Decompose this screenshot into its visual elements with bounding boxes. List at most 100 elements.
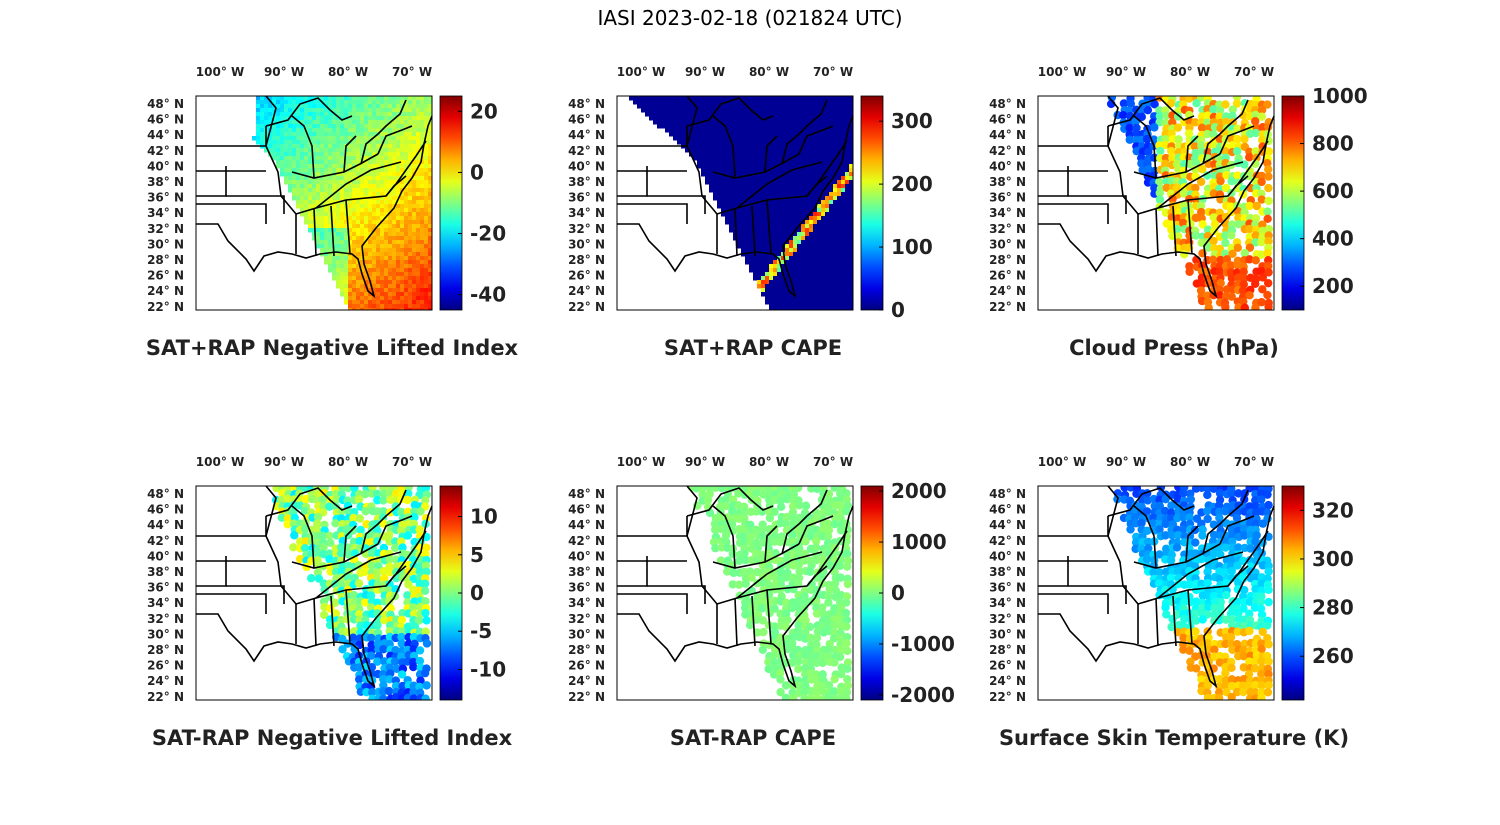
lat-tick-label: 22° N (147, 690, 184, 704)
lat-tick-label: 24° N (147, 284, 184, 298)
map-frame (195, 485, 433, 701)
panel-caption: Cloud Press (hPa) (1069, 336, 1279, 360)
lon-tick-label: 90° W (1106, 65, 1146, 79)
lat-tick-label: 32° N (147, 612, 184, 626)
lat-tick-label: 30° N (147, 237, 184, 251)
lon-tick-label: 70° W (1234, 65, 1274, 79)
map-boundaries (617, 95, 854, 299)
lat-tick-label: 30° N (568, 237, 605, 251)
lon-tick-label: 80° W (749, 65, 789, 79)
colorbar: 320 300 280 260 (1281, 485, 1354, 701)
colorbar-tick-label: 600 (1312, 179, 1354, 203)
lat-tick-label: 22° N (147, 300, 184, 314)
colorbar-tick-label: -10 (470, 657, 506, 681)
map-frame (195, 95, 433, 311)
data-swath (271, 486, 432, 700)
map-frame (1037, 95, 1275, 311)
colorbar-tick-label: 5 (470, 543, 484, 567)
lon-tick-label: 80° W (749, 455, 789, 469)
lat-tick-label: 46° N (147, 503, 184, 517)
lat-tick-label: 30° N (568, 627, 605, 641)
lon-tick-label: 90° W (1106, 455, 1146, 469)
colorbar-tick-label: 300 (891, 109, 933, 133)
lat-tick-label: 26° N (147, 269, 184, 283)
lat-tick-label: 46° N (568, 503, 605, 517)
lat-tick-label: 46° N (568, 113, 605, 127)
lon-tick-label: 70° W (1234, 455, 1274, 469)
lat-tick-label: 48° N (147, 487, 184, 501)
lat-tick-label: 26° N (147, 659, 184, 673)
lat-tick-label: 32° N (147, 222, 184, 236)
lat-tick-label: 26° N (568, 659, 605, 673)
lat-tick-label: 48° N (989, 97, 1026, 111)
lat-tick-label: 38° N (568, 565, 605, 579)
data-swath (1113, 486, 1273, 700)
lat-tick-label: 30° N (989, 627, 1026, 641)
lat-tick-label: 40° N (147, 159, 184, 173)
panel-caption: SAT+RAP CAPE (664, 336, 842, 360)
panel-caption: SAT-RAP Negative Lifted Index (152, 726, 513, 750)
map-panel-sat-rap-minus-nli: 100° W 90° W 80° W 70° W 48° N 46° N44° N 42° … (147, 455, 512, 750)
colorbar-tick-label: 1000 (891, 530, 947, 554)
lat-tick-label: 28° N (989, 643, 1026, 657)
lon-tick-label: 70° W (392, 65, 432, 79)
lat-tick-label: 28° N (568, 253, 605, 267)
map-panel-surface-skin-temp: 100° W 90° W 80° W 70° W 48° N 46° N44° N 42° … (989, 455, 1354, 750)
lat-tick-label: 36° N (568, 191, 605, 205)
lat-tick-label: 28° N (147, 253, 184, 267)
map-panel-cloud-press: 100° W 90° W 80° W 70° W 48° N 46° N44° N 42° … (989, 65, 1368, 360)
lat-tick-label: 28° N (147, 643, 184, 657)
lat-tick-label: 26° N (568, 269, 605, 283)
map-frame (1037, 485, 1275, 701)
lat-tick-label: 26° N (989, 269, 1026, 283)
lat-tick-label: 48° N (147, 97, 184, 111)
lat-tick-label: 42° N (147, 144, 184, 158)
lat-tick-label: 28° N (989, 253, 1026, 267)
lat-tick-label: 42° N (989, 144, 1026, 158)
colorbar-tick-label: -1000 (891, 632, 955, 656)
lat-tick-label: 24° N (989, 674, 1026, 688)
lat-tick-label: 38° N (568, 175, 605, 189)
lat-tick-label: 32° N (989, 612, 1026, 626)
lat-tick-label: 42° N (989, 534, 1026, 548)
data-swath (1106, 96, 1274, 310)
lon-tick-label: 100° W (196, 455, 244, 469)
lat-tick-label: 44° N (568, 518, 605, 532)
lat-tick-label: 22° N (989, 690, 1026, 704)
lat-tick-label: 24° N (989, 284, 1026, 298)
panel-caption: SAT-RAP CAPE (670, 726, 836, 750)
colorbar: 1000 800 600 400 200 (1281, 84, 1368, 311)
lon-tick-label: 100° W (1038, 65, 1086, 79)
lat-tick-label: 34° N (989, 596, 1026, 610)
map-panel-sat-rap-plus-nli: 100° W 90° W 80° W 70° W 48° N 46° N44° N 42° … (146, 65, 519, 360)
map-panel-sat-rap-plus-cape: 100° W 90° W 80° W 70° W 48° N 46° N44° N 42° … (568, 65, 933, 360)
colorbar-tick-label: 0 (891, 581, 905, 605)
lat-tick-label: 22° N (989, 300, 1026, 314)
lat-tick-label: 38° N (147, 175, 184, 189)
colorbar-tick-label: 320 (1312, 498, 1354, 522)
lat-tick-label: 46° N (147, 113, 184, 127)
lon-tick-label: 100° W (1038, 455, 1086, 469)
map-boundaries (1038, 95, 1275, 299)
lat-tick-label: 36° N (147, 581, 184, 595)
colorbar-tick-label: 280 (1312, 596, 1354, 620)
lat-tick-label: 34° N (568, 206, 605, 220)
map-boundaries (1038, 485, 1275, 689)
lat-tick-label: 34° N (147, 596, 184, 610)
lon-tick-label: 80° W (1170, 455, 1210, 469)
lat-tick-label: 36° N (989, 581, 1026, 595)
colorbar-tick-label: 1000 (1312, 84, 1368, 108)
lon-tick-label: 90° W (685, 455, 725, 469)
panel-caption: SAT+RAP Negative Lifted Index (146, 336, 519, 360)
colorbar-tick-label: -2000 (891, 683, 955, 707)
colorbar-tick-label: 0 (470, 581, 484, 605)
lon-tick-label: 80° W (328, 455, 368, 469)
lat-tick-label: 42° N (568, 144, 605, 158)
lat-tick-label: 32° N (568, 612, 605, 626)
lat-tick-label: 32° N (989, 222, 1026, 236)
colorbar-tick-label: 20 (470, 99, 498, 123)
lon-tick-label: 90° W (685, 65, 725, 79)
figure-title: IASI 2023-02-18 (021824 UTC) (597, 6, 903, 30)
map-boundaries (196, 95, 433, 299)
lon-tick-label: 70° W (392, 455, 432, 469)
